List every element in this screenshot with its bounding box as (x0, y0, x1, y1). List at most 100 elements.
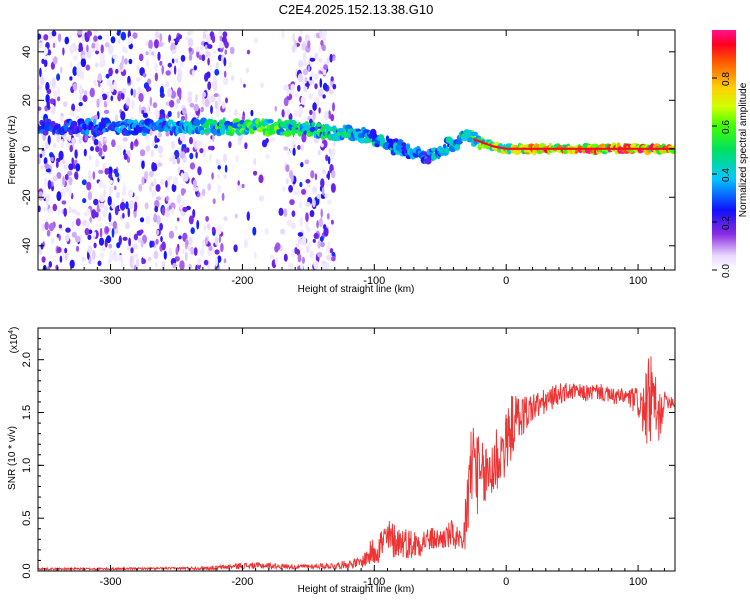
noise-blob (71, 157, 74, 165)
noise-blob (195, 94, 198, 103)
noise-blob (150, 149, 155, 158)
noise-blob (223, 57, 227, 67)
noise-blob (172, 176, 179, 186)
noise-blob (305, 227, 312, 233)
noise-blob (45, 141, 49, 150)
noise-blob (298, 105, 304, 115)
noise-blob (217, 174, 221, 179)
noise-blob (214, 69, 220, 76)
noise-blob (206, 71, 211, 79)
noise-blob (228, 141, 232, 149)
noise-blob (141, 176, 145, 186)
colorbar-gradient (712, 30, 736, 270)
noise-blob (64, 36, 70, 45)
noise-blob (205, 50, 210, 58)
noise-blob (134, 201, 138, 212)
noise-blob (133, 233, 139, 241)
noise-blob (105, 73, 110, 79)
ridge-blob (425, 157, 432, 165)
noise-blob (196, 139, 201, 150)
snr-panel: -300 -200 -100 0 100 0.0 0.5 1.0 1.5 2.0 Height … (7, 327, 676, 595)
noise-blob (122, 212, 125, 219)
noise-blob (312, 198, 316, 208)
noise-blob (216, 225, 222, 236)
noise-blob (321, 44, 326, 52)
noise-blob (330, 76, 334, 82)
noise-blob (55, 160, 59, 169)
noise-blob (127, 207, 131, 218)
noise-blob (41, 58, 45, 64)
noise-blob (105, 226, 109, 233)
noise-blob (86, 30, 92, 37)
x-tick-label: -200 (231, 275, 253, 287)
noise-blob (323, 64, 328, 70)
noise-blob (113, 250, 117, 256)
noise-blob (322, 82, 328, 91)
noise-blob (160, 236, 163, 242)
noise-blob (269, 254, 275, 260)
noise-blob (87, 175, 93, 181)
noise-blob (223, 76, 227, 84)
noise-blob (180, 188, 185, 196)
spectrogram-y-ticks: -40 -20 0 20 40 (21, 46, 675, 254)
noise-blob (58, 234, 61, 242)
noise-blob (211, 172, 214, 180)
noise-blob (175, 246, 179, 256)
noise-blob (81, 257, 86, 262)
noise-blob (151, 189, 157, 198)
noise-blob (283, 97, 289, 107)
noise-blob (75, 235, 81, 243)
noise-blob (126, 156, 131, 164)
chart-title: C2E4.2025.152.13.38.G10 (279, 2, 434, 17)
noise-blob (59, 255, 63, 263)
noise-blob (329, 248, 334, 254)
noise-blob (165, 131, 170, 137)
noise-blob (314, 173, 318, 181)
noise-blob (100, 247, 106, 252)
ridge-blob (445, 145, 449, 153)
ridge-blob (42, 130, 49, 136)
ridge-blob (231, 128, 235, 134)
noise-blob (88, 155, 92, 161)
spectrogram-y-label: Frequency (Hz) (7, 116, 18, 185)
snr-multiplier-base: (x10 (9, 333, 20, 353)
ridge-blob (283, 129, 292, 137)
noise-blob (103, 189, 106, 198)
noise-blob (43, 34, 49, 41)
noise-blob (122, 236, 128, 241)
noise-blob (234, 213, 238, 219)
noise-blob (217, 165, 221, 170)
noise-blob (294, 247, 298, 255)
noise-blob (205, 34, 211, 43)
noise-blob (283, 253, 288, 262)
noise-blob (180, 61, 184, 68)
noise-blob (230, 75, 235, 82)
noise-blob (307, 183, 311, 189)
noise-blob (38, 33, 42, 40)
noise-blob (253, 37, 259, 43)
noise-blob (214, 249, 220, 255)
noise-blob (207, 81, 212, 90)
noise-blob (149, 96, 152, 107)
colorbar-tick-label: 0.8 (721, 72, 732, 86)
noise-blob (270, 137, 276, 142)
noise-blob (46, 88, 52, 94)
noise-blob (211, 226, 216, 233)
noise-blob (44, 221, 49, 231)
noise-blob (301, 188, 306, 195)
noise-blob (213, 49, 217, 55)
noise-blob (130, 88, 134, 96)
noise-blob (214, 236, 219, 246)
noise-blob (187, 91, 193, 97)
noise-blob (168, 34, 172, 43)
noise-blob (178, 235, 182, 240)
noise-blob (323, 110, 329, 121)
noise-blob (63, 164, 68, 170)
noise-blob (298, 36, 302, 43)
noise-blob (280, 228, 286, 235)
noise-blob (179, 132, 186, 142)
y-tick-label: 2.0 (21, 352, 33, 367)
noise-blob (319, 58, 322, 63)
